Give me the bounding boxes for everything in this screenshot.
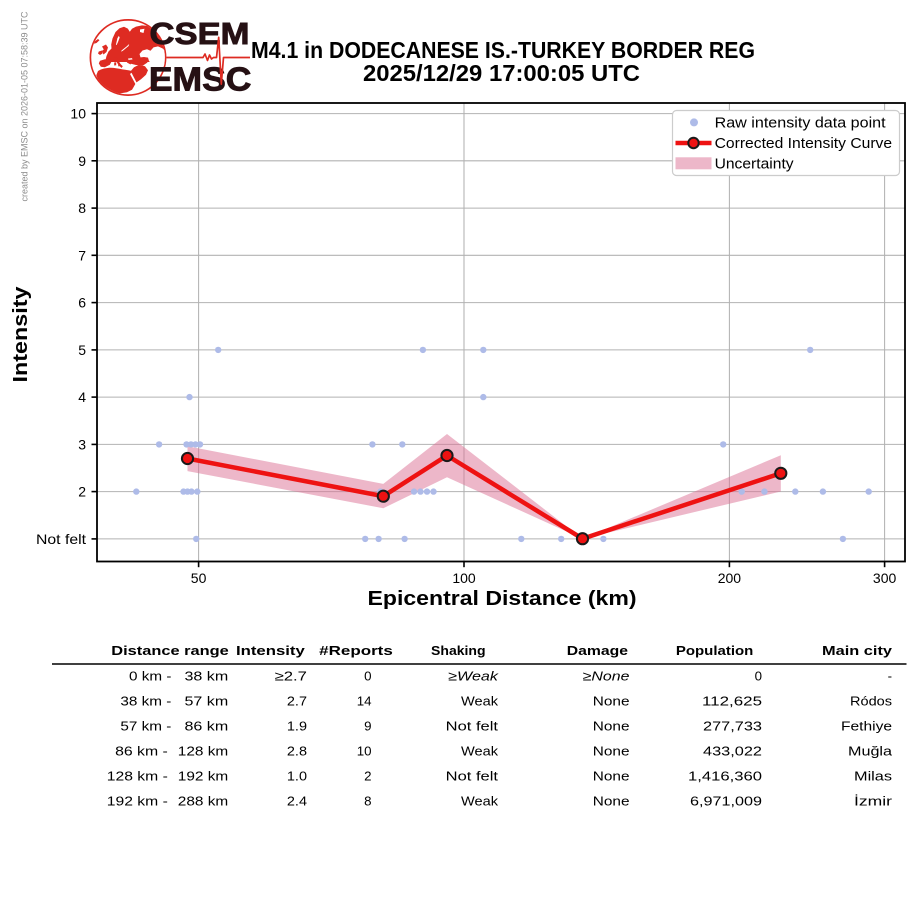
svg-text:14: 14 [357, 693, 372, 708]
svg-text:86 km -: 86 km - [115, 743, 168, 758]
svg-text:3: 3 [78, 437, 86, 453]
svg-text:None: None [593, 743, 630, 758]
svg-text:0 km -: 0 km - [129, 668, 171, 683]
svg-text:None: None [593, 793, 630, 808]
svg-text:Shaking: Shaking [431, 643, 486, 658]
svg-text:192 km: 192 km [178, 768, 228, 783]
svg-text:created by EMSC on 2026-01-05: created by EMSC on 2026-01-05 07:58:39 U… [20, 11, 31, 201]
svg-text:112,625: 112,625 [702, 693, 762, 708]
svg-text:EMSC: EMSC [149, 61, 252, 98]
svg-text:0: 0 [755, 668, 762, 683]
svg-text:50: 50 [191, 570, 207, 586]
svg-text:1.0: 1.0 [287, 768, 307, 783]
svg-text:277,733: 277,733 [703, 718, 762, 733]
svg-text:Intensity: Intensity [236, 643, 306, 658]
svg-text:None: None [593, 693, 630, 708]
svg-text:7: 7 [78, 247, 86, 263]
svg-text:Muğla: Muğla [848, 743, 893, 758]
svg-text:≥2.7: ≥2.7 [275, 668, 307, 683]
svg-text:#Reports: #Reports [319, 643, 393, 658]
svg-text:2.8: 2.8 [287, 743, 307, 758]
svg-text:Fethiye: Fethiye [841, 718, 892, 733]
svg-text:2025/12/29 17:00:05 UTC: 2025/12/29 17:00:05 UTC [363, 60, 640, 86]
svg-text:Uncertainty: Uncertainty [715, 157, 795, 173]
svg-text:100: 100 [452, 570, 476, 586]
svg-text:Weak: Weak [461, 743, 498, 758]
svg-text:300: 300 [873, 570, 897, 586]
svg-text:57 km: 57 km [185, 693, 229, 708]
svg-text:128 km: 128 km [178, 743, 228, 758]
svg-text:38 km: 38 km [185, 668, 229, 683]
svg-text:9: 9 [364, 718, 371, 733]
svg-text:2: 2 [78, 484, 86, 500]
svg-text:M4.1 in DODECANESE IS.-TURKEY: M4.1 in DODECANESE IS.-TURKEY BORDER REG [251, 37, 755, 63]
svg-text:1.9: 1.9 [287, 718, 307, 733]
svg-text:4: 4 [78, 389, 86, 405]
svg-text:None: None [593, 768, 630, 783]
svg-text:Not felt: Not felt [446, 768, 499, 783]
svg-text:200: 200 [718, 570, 742, 586]
svg-text:192 km -: 192 km - [107, 793, 168, 808]
svg-text:Population: Population [676, 643, 754, 658]
svg-text:Weak: Weak [461, 793, 498, 808]
svg-text:10: 10 [70, 106, 86, 122]
svg-text:İzmir: İzmir [854, 793, 893, 808]
svg-text:6,971,009: 6,971,009 [690, 793, 762, 808]
svg-text:Weak: Weak [461, 693, 498, 708]
svg-text:Milas: Milas [854, 768, 892, 783]
svg-text:Ródos: Ródos [850, 693, 892, 708]
svg-text:38 km -: 38 km - [120, 693, 171, 708]
svg-text:1,416,360: 1,416,360 [688, 768, 762, 783]
svg-text:≥Weak: ≥ Weak [448, 668, 500, 683]
svg-text:433,022: 433,022 [703, 743, 762, 758]
svg-text:2: 2 [364, 768, 371, 783]
svg-text:2.7: 2.7 [287, 693, 307, 708]
svg-text:6: 6 [78, 295, 86, 311]
svg-text:Distance range: Distance range [111, 643, 229, 658]
svg-text:Not felt: Not felt [446, 718, 499, 733]
svg-text:Raw intensity data point: Raw intensity data point [715, 115, 886, 131]
svg-text:8: 8 [364, 793, 371, 808]
svg-text:5: 5 [78, 342, 86, 358]
svg-text:Epicentral Distance (km): Epicentral Distance (km) [368, 587, 637, 610]
svg-text:2.4: 2.4 [287, 793, 307, 808]
svg-text:0: 0 [364, 668, 371, 683]
svg-text:Intensity: Intensity [9, 286, 32, 383]
svg-text:128 km -: 128 km - [107, 768, 168, 783]
svg-text:8: 8 [78, 200, 86, 216]
svg-text:57 km -: 57 km - [120, 718, 171, 733]
svg-text:86 km: 86 km [185, 718, 229, 733]
svg-text:≥None: ≥None [583, 668, 630, 683]
svg-text:None: None [593, 718, 630, 733]
svg-text:CSEM: CSEM [150, 16, 250, 51]
svg-text:Not felt: Not felt [36, 531, 86, 547]
svg-text:Damage: Damage [567, 643, 628, 658]
svg-text:Main city: Main city [822, 643, 893, 658]
svg-text:10: 10 [357, 743, 372, 758]
svg-text:288 km: 288 km [178, 793, 228, 808]
svg-text:9: 9 [78, 153, 86, 169]
svg-text:Corrected Intensity Curve: Corrected Intensity Curve [715, 136, 893, 152]
svg-text:-: - [888, 668, 892, 683]
